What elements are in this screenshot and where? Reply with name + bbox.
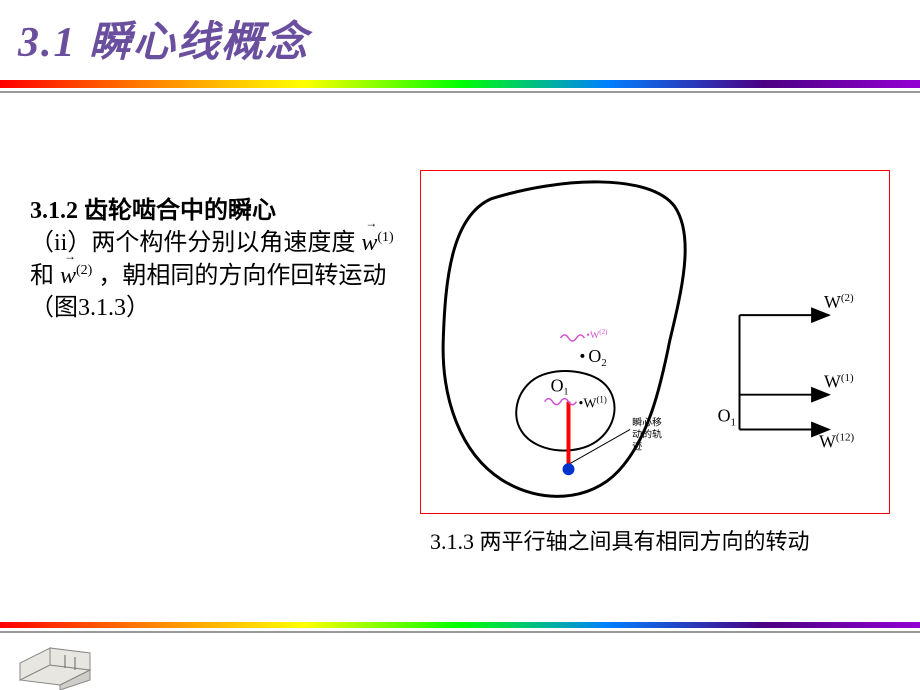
- vector-w12-label: W(12): [819, 431, 854, 451]
- divider-line-bottom: [0, 631, 920, 633]
- figure-box: O2 •W(2) O1 •W(1) 瞬心移 动的轨 迹 W(2) W(1): [420, 170, 890, 514]
- body-mid1: 和: [30, 263, 60, 289]
- o2-label: O2: [588, 346, 606, 369]
- o2-point: [580, 354, 584, 358]
- vector-w2-label: W(2): [824, 292, 854, 312]
- blue-dot: [563, 463, 575, 475]
- leader-line: [570, 429, 630, 463]
- slide-title-area: 3.1 瞬心线概念: [18, 8, 309, 69]
- traj-label-1: 瞬心移: [632, 416, 662, 429]
- omega-1: w: [361, 227, 377, 259]
- figure-svg: O2 •W(2) O1 •W(1) 瞬心移 动的轨 迹 W(2) W(1): [421, 171, 889, 513]
- body-prefix: （ii）两个构件分别以角速度度: [30, 230, 361, 256]
- omega-2-sup: (2): [76, 263, 92, 278]
- traj-label-3: 迹: [632, 439, 642, 452]
- outer-curve: [443, 182, 685, 496]
- body-paragraph: （ii）两个构件分别以角速度度 w(1) 和 w(2) ，朝相同的方向作回转运动…: [30, 227, 410, 324]
- spring-o2: [561, 335, 585, 341]
- vector-diagram: W(2) W(1) W(12) O1: [718, 292, 855, 451]
- inner-curve: [516, 371, 614, 451]
- w2-small-label: •W(2): [586, 328, 607, 341]
- figure-caption: 3.1.3 两平行轴之间具有相同方向的转动: [430, 524, 810, 556]
- spring-o1: [545, 399, 577, 405]
- vector-origin-label: O1: [718, 406, 736, 429]
- slide-title: 3.1 瞬心线概念: [18, 20, 309, 66]
- rainbow-divider-bottom: [0, 622, 920, 628]
- divider-line-top: [0, 91, 920, 93]
- w1-small-label: •W(1): [578, 395, 606, 412]
- body-text-block: 3.1.2 齿轮啮合中的瞬心 （ii）两个构件分别以角速度度 w(1) 和 w(…: [30, 195, 410, 325]
- o1-label-inner: O1: [551, 376, 569, 398]
- decorative-isometric-icon: [10, 640, 120, 690]
- omega-1-sup: (1): [377, 230, 393, 245]
- omega-2: w: [60, 260, 76, 292]
- rainbow-divider-top: [0, 80, 920, 88]
- section-heading: 3.1.2 齿轮啮合中的瞬心: [30, 195, 410, 227]
- traj-label-2: 动的轨: [632, 427, 662, 440]
- vector-w1-label: W(1): [824, 372, 854, 392]
